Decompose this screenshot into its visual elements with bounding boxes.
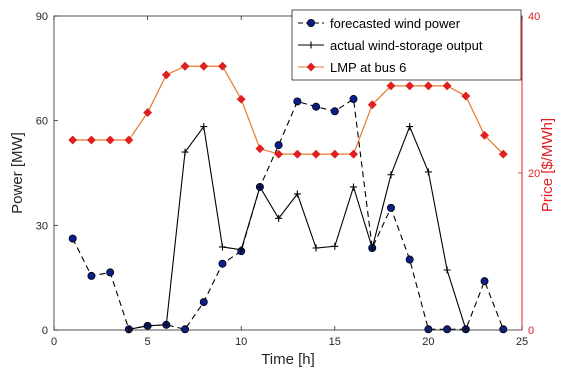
data-point-forecasted-wind-power-9 <box>218 259 227 268</box>
data-point-actual-wind-storage-output-21 <box>443 266 451 274</box>
data-point-forecasted-wind-power-23 <box>480 277 489 286</box>
data-point-actual-wind-storage-output-13 <box>293 190 301 198</box>
data-point-lmp-at-bus-6-17 <box>367 100 377 110</box>
data-point-actual-wind-storage-output-12 <box>275 214 283 222</box>
x-tick-label: 15 <box>329 336 341 348</box>
legend-marker-lmp-at-bus-6 <box>306 62 316 72</box>
x-tick-label: 5 <box>145 336 151 348</box>
data-point-lmp-at-bus-6-20 <box>423 81 433 91</box>
data-point-lmp-at-bus-6-23 <box>480 130 490 140</box>
legend-label-forecasted-wind-power: forecasted wind power <box>330 16 461 31</box>
data-point-actual-wind-storage-output-15 <box>331 242 339 250</box>
data-point-actual-wind-storage-output-17 <box>368 244 376 252</box>
data-point-forecasted-wind-power-1 <box>68 234 77 243</box>
data-point-actual-wind-storage-output-16 <box>350 183 358 191</box>
data-point-lmp-at-bus-6-14 <box>311 149 321 159</box>
data-point-lmp-at-bus-6-2 <box>86 135 96 145</box>
data-point-lmp-at-bus-6-12 <box>274 149 284 159</box>
data-point-forecasted-wind-power-14 <box>312 102 321 111</box>
data-point-lmp-at-bus-6-22 <box>461 91 471 101</box>
data-point-lmp-at-bus-6-8 <box>199 61 209 71</box>
data-point-lmp-at-bus-6-9 <box>217 61 228 71</box>
data-point-actual-wind-storage-output-22 <box>462 325 470 333</box>
x-tick-label: 25 <box>516 336 528 348</box>
data-point-lmp-at-bus-6-5 <box>143 108 153 118</box>
y-left-tick-label: 0 <box>42 325 48 337</box>
data-point-forecasted-wind-power-2 <box>87 271 96 280</box>
data-point-forecasted-wind-power-8 <box>199 298 208 307</box>
data-point-forecasted-wind-power-21 <box>443 325 452 334</box>
data-point-lmp-at-bus-6-18 <box>386 81 396 91</box>
y-left-tick-label: 30 <box>36 220 48 232</box>
data-point-lmp-at-bus-6-1 <box>68 135 78 145</box>
data-point-actual-wind-storage-output-4 <box>125 325 133 333</box>
data-point-actual-wind-storage-output-19 <box>406 123 414 131</box>
legend: forecasted wind power actual wind-storage… <box>291 9 522 81</box>
y-right-tick-label: 0 <box>528 325 534 337</box>
data-point-actual-wind-storage-output-8 <box>200 123 208 131</box>
data-point-actual-wind-storage-output-14 <box>312 244 320 252</box>
legend-marker-actual-wind-storage-output <box>307 41 315 49</box>
x-axis-label: Time [h] <box>261 351 315 368</box>
legend-box <box>291 9 522 81</box>
data-point-actual-wind-storage-output-20 <box>424 168 432 176</box>
data-point-lmp-at-bus-6-13 <box>292 149 302 159</box>
x-tick-label: 10 <box>235 336 247 348</box>
data-point-actual-wind-storage-output-18 <box>387 171 395 179</box>
data-point-actual-wind-storage-output-9 <box>218 243 226 251</box>
data-point-forecasted-wind-power-7 <box>181 325 190 334</box>
legend-label-actual-wind-storage-output: actual wind-storage output <box>330 38 483 53</box>
series-line-forecasted-wind-power <box>72 98 504 330</box>
data-point-forecasted-wind-power-12 <box>274 141 283 150</box>
data-point-lmp-at-bus-6-11 <box>255 144 265 154</box>
data-point-lmp-at-bus-6-3 <box>105 135 115 145</box>
data-point-forecasted-wind-power-15 <box>330 107 339 116</box>
data-point-lmp-at-bus-6-16 <box>348 149 359 159</box>
data-point-lmp-at-bus-6-19 <box>405 81 415 91</box>
data-point-lmp-at-bus-6-15 <box>330 149 340 159</box>
data-point-lmp-at-bus-6-21 <box>442 81 452 91</box>
legend-marker-forecasted-wind-power <box>306 18 315 27</box>
data-point-forecasted-wind-power-19 <box>405 255 414 264</box>
data-point-actual-wind-storage-output-11 <box>256 183 264 191</box>
y-right-tick-label: 20 <box>528 168 540 180</box>
y-right-tick-label: 40 <box>528 11 540 23</box>
data-point-forecasted-wind-power-24 <box>499 325 508 334</box>
data-point-forecasted-wind-power-3 <box>106 268 115 277</box>
y-left-tick-label: 90 <box>36 11 48 23</box>
data-point-actual-wind-storage-output-10 <box>237 246 245 254</box>
data-point-actual-wind-storage-output-7 <box>181 148 189 156</box>
data-point-lmp-at-bus-6-24 <box>498 149 508 159</box>
data-point-lmp-at-bus-6-4 <box>124 135 134 145</box>
plot-area <box>68 61 508 334</box>
x-tick-label: 20 <box>422 336 434 348</box>
data-point-lmp-at-bus-6-7 <box>180 61 190 71</box>
legend-label-lmp-at-bus-6: LMP at bus 6 <box>330 60 406 75</box>
data-point-forecasted-wind-power-18 <box>386 203 395 212</box>
data-point-forecasted-wind-power-16 <box>349 95 358 104</box>
y-left-axis-label: Power [MW] <box>9 132 26 214</box>
data-point-lmp-at-bus-6-6 <box>161 70 171 80</box>
data-point-forecasted-wind-power-13 <box>293 97 302 106</box>
y-left-tick-label: 60 <box>36 116 48 128</box>
y-right-axis-label: Price [$/MWh] <box>539 118 556 212</box>
data-point-actual-wind-storage-output-6 <box>162 321 170 329</box>
x-tick-label: 0 <box>51 336 57 348</box>
data-point-lmp-at-bus-6-10 <box>236 94 246 104</box>
